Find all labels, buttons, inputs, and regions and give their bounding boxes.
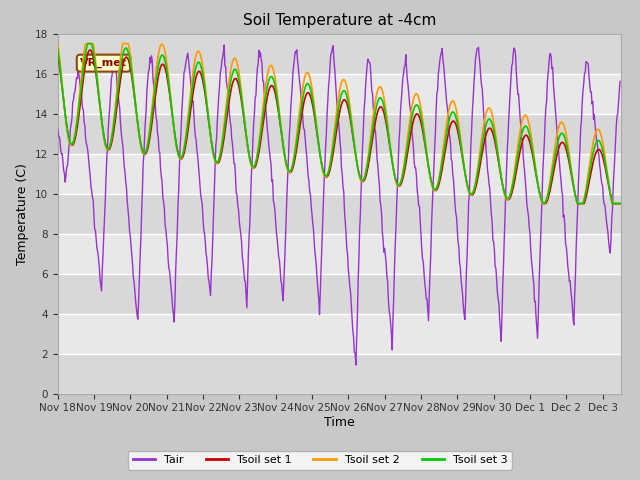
Tair [56, 136, 64, 142]
Line: Tsoil set 3: Tsoil set 3 [58, 44, 620, 204]
Bar [58, 274, 621, 313]
Line: Tair: Tair [58, 45, 620, 365]
Tsoil set 2 [56, 58, 64, 64]
Bar [58, 34, 621, 73]
Tsoil set 1 [616, 201, 624, 206]
Tsoil set 2 [132, 108, 140, 114]
Bar [58, 114, 621, 154]
Tsoil set 3 [458, 148, 466, 154]
Text: VR_met: VR_met [80, 58, 127, 68]
Tair [352, 362, 360, 368]
Tsoil set 2 [471, 183, 479, 189]
Tair [220, 42, 228, 48]
Tsoil set 3 [56, 63, 64, 69]
Tair [294, 64, 302, 70]
Tsoil set 3 [133, 116, 141, 121]
Tsoil set 3 [616, 201, 624, 206]
Tsoil set 3 [294, 127, 302, 132]
Tsoil set 1 [54, 51, 61, 57]
Tsoil set 1 [86, 47, 94, 53]
Line: Tsoil set 2: Tsoil set 2 [58, 44, 620, 204]
Tsoil set 1 [294, 135, 302, 141]
Y-axis label: Temperature (C): Temperature (C) [16, 163, 29, 264]
Tsoil set 3 [574, 201, 582, 206]
Line: Tsoil set 1: Tsoil set 1 [58, 50, 620, 204]
Tsoil set 1 [458, 151, 466, 156]
Tsoil set 2 [457, 139, 465, 145]
Tsoil set 1 [540, 201, 547, 206]
Tair [616, 78, 624, 84]
Legend: Tair, Tsoil set 1, Tsoil set 2, Tsoil set 3: Tair, Tsoil set 1, Tsoil set 2, Tsoil se… [128, 451, 512, 469]
Tsoil set 2 [294, 126, 301, 132]
Tsoil set 2 [616, 201, 624, 206]
Tsoil set 3 [316, 148, 323, 154]
Tair [54, 126, 61, 132]
Title: Soil Temperature at -4cm: Soil Temperature at -4cm [243, 13, 436, 28]
Bar [58, 354, 621, 394]
Tsoil set 2 [315, 142, 323, 148]
Tsoil set 3 [472, 181, 479, 187]
Tsoil set 2 [539, 201, 547, 206]
X-axis label: Time: Time [324, 416, 355, 429]
Tsoil set 1 [472, 185, 479, 191]
Tsoil set 2 [54, 41, 61, 47]
Tair [459, 291, 467, 297]
Tsoil set 1 [133, 116, 141, 121]
Tair [472, 52, 480, 58]
Bar [58, 193, 621, 234]
Tsoil set 1 [56, 66, 64, 72]
Tsoil set 3 [84, 41, 92, 47]
Tsoil set 3 [54, 46, 61, 51]
Tair [316, 312, 323, 317]
Tair [132, 305, 140, 311]
Tsoil set 1 [316, 148, 323, 154]
